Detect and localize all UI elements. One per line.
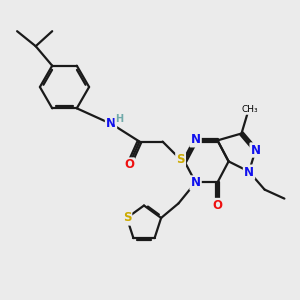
Text: N: N (250, 143, 261, 157)
Text: H: H (115, 114, 123, 124)
Text: S: S (176, 153, 185, 166)
Text: N: N (190, 133, 201, 146)
Text: N: N (190, 176, 201, 190)
Text: O: O (124, 158, 134, 172)
Text: O: O (212, 199, 223, 212)
Text: CH₃: CH₃ (242, 105, 258, 114)
Text: S: S (123, 212, 131, 224)
Text: N: N (106, 116, 116, 130)
Text: N: N (244, 166, 254, 179)
